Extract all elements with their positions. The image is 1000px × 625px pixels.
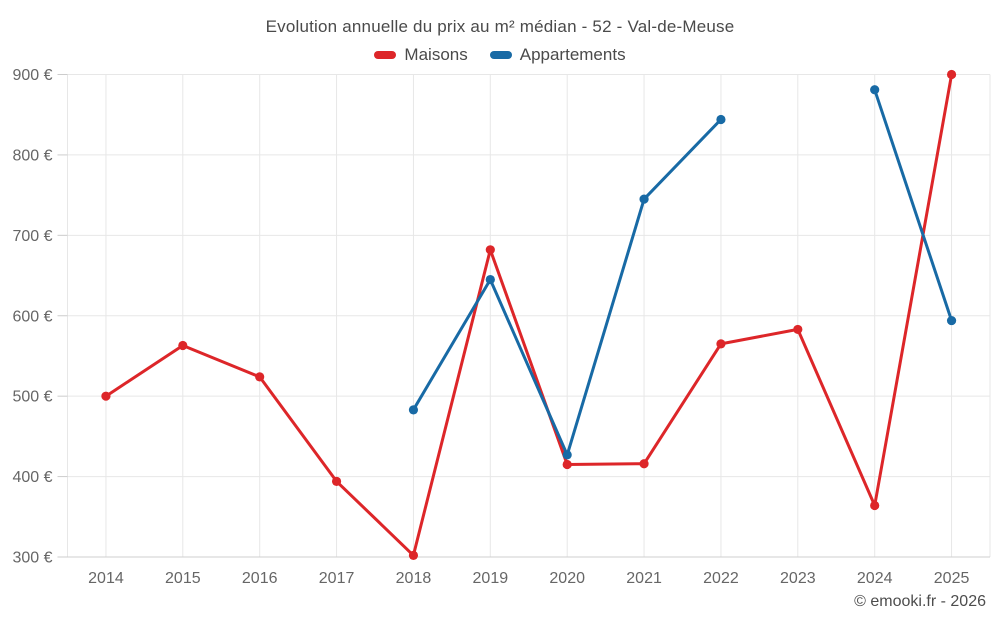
point-appartements-2025[interactable] [946, 315, 957, 326]
x-axis-label-2020: 2020 [549, 570, 585, 587]
point-maisons-2021[interactable] [639, 459, 649, 469]
x-axis-label-2022: 2022 [703, 570, 739, 587]
point-appartements-2020[interactable] [562, 450, 572, 460]
x-axis-label-2021: 2021 [626, 570, 662, 587]
y-axis-label-600: 600 € [12, 308, 52, 325]
x-axis-label-2014: 2014 [88, 570, 124, 587]
legend-label-appartements: Appartements [519, 45, 626, 64]
point-maisons-2017[interactable] [331, 476, 342, 487]
y-axis-label-300: 300 € [12, 550, 52, 567]
y-axis-label-400: 400 € [12, 469, 52, 486]
x-axis-label-2015: 2015 [165, 570, 201, 587]
legend-swatch-appartements [489, 51, 512, 59]
point-maisons-2016[interactable] [255, 372, 265, 382]
point-appartements-2024[interactable] [870, 85, 880, 95]
y-axis-label-500: 500 € [12, 389, 52, 406]
point-maisons-2020[interactable] [562, 459, 572, 470]
y-axis-label-700: 700 € [12, 228, 52, 245]
point-appartements-2019[interactable] [485, 274, 495, 285]
x-axis-label-2024: 2024 [857, 570, 893, 587]
x-axis-label-2019: 2019 [473, 570, 509, 587]
legend-item-maisons[interactable]: Maisons [374, 45, 468, 65]
point-appartements-2018[interactable] [408, 405, 419, 415]
point-maisons-2025[interactable] [946, 69, 957, 80]
chart-legend: Maisons Appartements [0, 45, 1000, 65]
series-line-appartements [411, 88, 954, 457]
series-line-maisons [104, 73, 954, 557]
point-appartements-2021[interactable] [639, 194, 649, 204]
point-maisons-2015[interactable] [178, 340, 188, 351]
point-appartements-2022[interactable] [716, 114, 726, 125]
y-axis-label-800: 800 € [12, 147, 52, 164]
point-maisons-2014[interactable] [101, 391, 111, 401]
chart-title: Evolution annuelle du prix au m² médian … [265, 17, 735, 36]
x-axis-label-2018: 2018 [396, 570, 432, 587]
legend-label-maisons: Maisons [404, 45, 468, 64]
point-maisons-2023[interactable] [793, 324, 803, 335]
point-maisons-2019[interactable] [485, 245, 495, 255]
legend-item-appartements[interactable]: Appartements [489, 45, 626, 65]
point-maisons-2024[interactable] [870, 500, 880, 511]
x-axis-label-2016: 2016 [242, 570, 278, 587]
x-axis-label-2023: 2023 [780, 570, 816, 587]
point-maisons-2022[interactable] [716, 339, 726, 349]
x-axis-label-2025: 2025 [934, 570, 970, 587]
x-axis-label-2017: 2017 [319, 570, 355, 587]
y-axis-label-900: 900 € [12, 67, 52, 84]
watermark: © emooki.fr - 2026 [854, 593, 986, 610]
legend-swatch-maisons [374, 51, 397, 59]
point-maisons-2018[interactable] [408, 550, 419, 560]
